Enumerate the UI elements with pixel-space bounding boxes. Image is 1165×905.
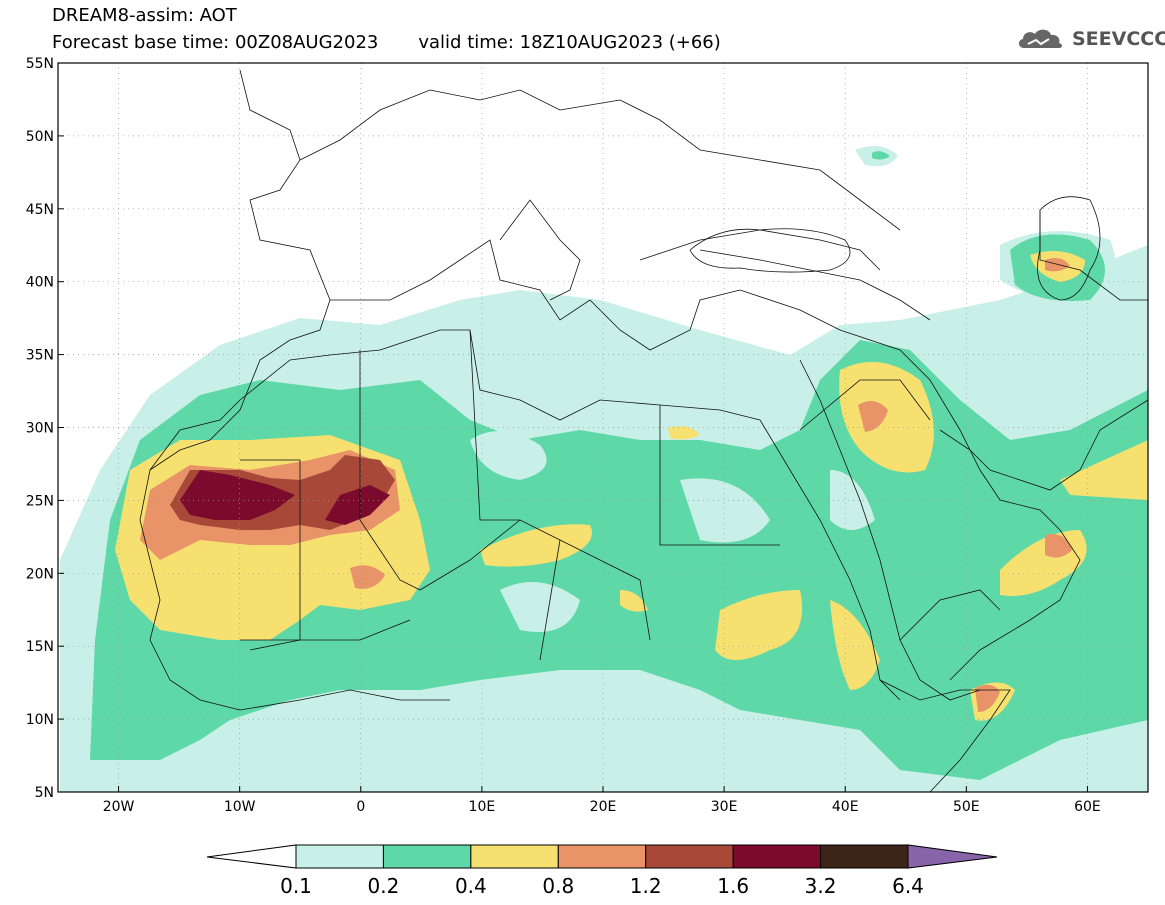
- lat-tick-label: 35N: [26, 348, 54, 364]
- colorbar-swatch: [557, 844, 647, 869]
- colorbar-label: 1.6: [717, 874, 749, 898]
- colorbar-label: 0.1: [280, 874, 312, 898]
- time-line: Forecast base time: 00Z08AUG2023 valid ti…: [52, 33, 721, 53]
- model-title: DREAM8-assim: AOT: [52, 5, 237, 26]
- lon-tick-label: 0: [356, 799, 365, 815]
- lon-tick-label: 30E: [711, 799, 738, 815]
- colorbar-label: 0.8: [542, 874, 574, 898]
- lon-tick-label: 20W: [103, 799, 135, 815]
- base-time: Forecast base time: 00Z08AUG2023: [52, 32, 379, 53]
- axis-ticks: 20W 10W 0 10E 20E 30E 40E 50E 60E 5N 10N 15N 20N 25N 3…: [26, 56, 1101, 815]
- colorbar-high-arrow: [907, 844, 998, 869]
- aot-field: [60, 146, 1148, 792]
- lat-tick-label: 15N: [26, 639, 54, 655]
- logo: SEEVCCC: [1016, 26, 1165, 52]
- colorbar-label: 0.4: [455, 874, 487, 898]
- logo-text: SEEVCCC: [1072, 28, 1165, 50]
- lat-tick-label: 45N: [26, 202, 54, 218]
- lat-tick-label: 20N: [26, 566, 54, 582]
- lat-tick-label: 55N: [26, 56, 54, 72]
- lat-tick-label: 5N: [35, 785, 54, 801]
- lon-tick-label: 50E: [953, 799, 980, 815]
- colorbar-label: 3.2: [805, 874, 837, 898]
- lon-tick-label: 60E: [1074, 799, 1101, 815]
- cloud-icon: [1018, 29, 1062, 48]
- colorbar-label: 0.2: [368, 874, 400, 898]
- lon-tick-label: 10E: [469, 799, 496, 815]
- lat-tick-label: 40N: [26, 275, 54, 291]
- colorbar-swatch: [470, 844, 559, 869]
- valid-time: valid time: 18Z10AUG2023 (+66): [418, 32, 721, 53]
- colorbar-label: 1.2: [630, 874, 662, 898]
- lat-tick-label: 30N: [26, 421, 54, 437]
- lon-tick-label: 10W: [224, 799, 256, 815]
- colorbar-swatch: [820, 844, 909, 869]
- colorbar-swatch: [382, 844, 472, 869]
- colorbar-low-arrow: [206, 844, 297, 869]
- colorbar-swatch: [732, 844, 822, 869]
- colorbar: 0.1 0.2 0.4 0.8 1.2 1.6 3.2 6.4: [206, 844, 998, 898]
- lon-tick-label: 20E: [590, 799, 617, 815]
- colorbar-swatch: [295, 844, 384, 869]
- colorbar-swatch: [645, 844, 734, 869]
- lat-tick-label: 50N: [26, 129, 54, 145]
- coastlines-and-borders: [139, 69, 1148, 792]
- colorbar-label: 6.4: [892, 874, 924, 898]
- lat-tick-label: 25N: [26, 493, 54, 509]
- lon-tick-label: 40E: [832, 799, 859, 815]
- lat-tick-label: 10N: [26, 712, 54, 728]
